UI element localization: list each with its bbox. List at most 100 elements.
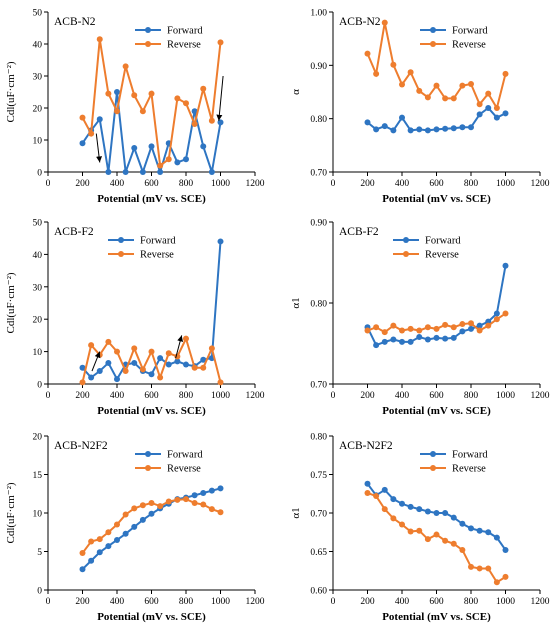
data-point-reverse [468,81,474,87]
data-point-forward [424,336,431,343]
legend: Forward Reverse [135,26,203,51]
x-tick-label: 0 [331,597,336,607]
x-axis-title: Potential (mV vs. SCE) [97,405,206,417]
data-point-reverse [122,63,129,70]
data-point-forward [139,169,146,175]
y-tick-label: 20 [33,316,43,326]
data-point-forward [96,549,103,556]
data-point-forward [191,492,198,499]
x-tick-label: 400 [110,179,125,189]
x-tick-label: 1000 [496,597,515,607]
x-tick-label: 200 [75,391,90,401]
data-point-reverse [79,550,86,557]
panel-title: ACB-N2F2 [339,440,393,452]
data-point-forward [105,543,112,550]
data-point-reverse [476,565,483,572]
data-point-forward [424,127,431,134]
data-point-forward [191,108,198,115]
data-point-forward [148,371,155,378]
legend-label: Forward [167,26,203,37]
data-point-reverse [96,536,103,543]
data-point-reverse [468,563,474,570]
y-tick-label: 0.75 [310,471,327,481]
data-point-forward [493,310,500,317]
data-point-forward [502,546,509,553]
data-point-reverse [191,121,198,127]
data-point-forward [459,520,466,527]
data-point-reverse [88,342,95,349]
y-axis-title: α1 [290,507,302,518]
x-tick-label: 1200 [246,179,265,189]
y-tick-label: 0.60 [310,587,327,597]
data-point-forward [131,359,138,366]
data-point-reverse [416,327,423,334]
data-point-reverse [157,374,164,381]
legend-label: Forward [140,236,176,247]
data-point-reverse [424,536,431,543]
data-point-reverse [373,493,380,500]
data-point-forward [364,119,371,126]
x-tick-label: 0 [46,179,51,189]
data-point-reverse [157,503,164,510]
panel-2: 0 200 400 600 800 1000 1200 0.70 0.80 0.90 1.00 Pot… [290,9,550,206]
legend-swatch-marker [403,251,409,257]
annotation-arrow [95,133,103,163]
data-point-reverse [416,527,423,534]
data-point-reverse [364,50,371,57]
data-point-reverse [476,101,483,108]
data-point-reverse [122,368,129,375]
data-point-forward [450,125,457,132]
data-point-forward [433,334,440,341]
x-tick-label: 600 [144,391,159,401]
data-point-reverse [493,579,500,586]
x-tick-label: 400 [395,597,410,607]
data-point-forward [407,503,414,510]
legend-label: Reverse [167,40,201,51]
data-point-reverse [407,325,414,332]
data-point-forward [105,359,112,366]
data-point-forward [476,322,483,329]
x-tick-label: 400 [395,179,410,189]
data-point-forward [493,114,500,121]
legend-swatch-marker [403,237,409,243]
y-tick-label: 0.70 [310,510,327,520]
y-axis-title: Cdl(uF·cm⁻²) [5,272,17,333]
series-line-forward [366,265,507,347]
y-tick-label: 0.80 [310,300,327,310]
y-axis-title: α [290,89,302,95]
data-point-forward [407,338,414,345]
x-tick-label: 200 [75,597,90,607]
data-point-forward [442,335,449,342]
x-tick-label: 800 [464,597,479,607]
y-tick-label: 0 [37,169,42,179]
data-point-reverse [217,509,224,516]
data-point-forward [424,508,431,515]
data-point-forward [79,140,86,147]
data-point-forward [148,510,155,517]
data-point-reverse [407,69,414,76]
y-tick-label: 10 [33,510,43,520]
data-point-reverse [433,531,440,538]
data-point-reverse [139,108,146,115]
data-point-reverse [416,87,423,94]
data-point-forward [373,126,380,133]
x-tick-label: 1000 [211,391,230,401]
x-axis-title: Potential (mV vs. SCE) [382,405,491,417]
y-tick-label: 30 [33,283,43,293]
x-tick-label: 0 [331,391,336,401]
y-tick-label: 1.00 [310,9,327,19]
data-point-forward [114,376,120,383]
data-point-reverse [122,511,129,518]
data-point-reverse [468,320,474,327]
data-point-reverse [459,321,466,328]
data-point-reverse [148,90,155,97]
data-point-forward [208,169,215,175]
data-point-forward [217,238,224,245]
x-axis-title: Potential (mV vs. SCE) [97,193,206,205]
data-point-reverse [381,506,388,513]
data-point-forward [476,527,483,534]
annotation-arrow [91,351,101,372]
legend-swatch-marker [118,237,124,243]
data-point-reverse [390,322,397,329]
